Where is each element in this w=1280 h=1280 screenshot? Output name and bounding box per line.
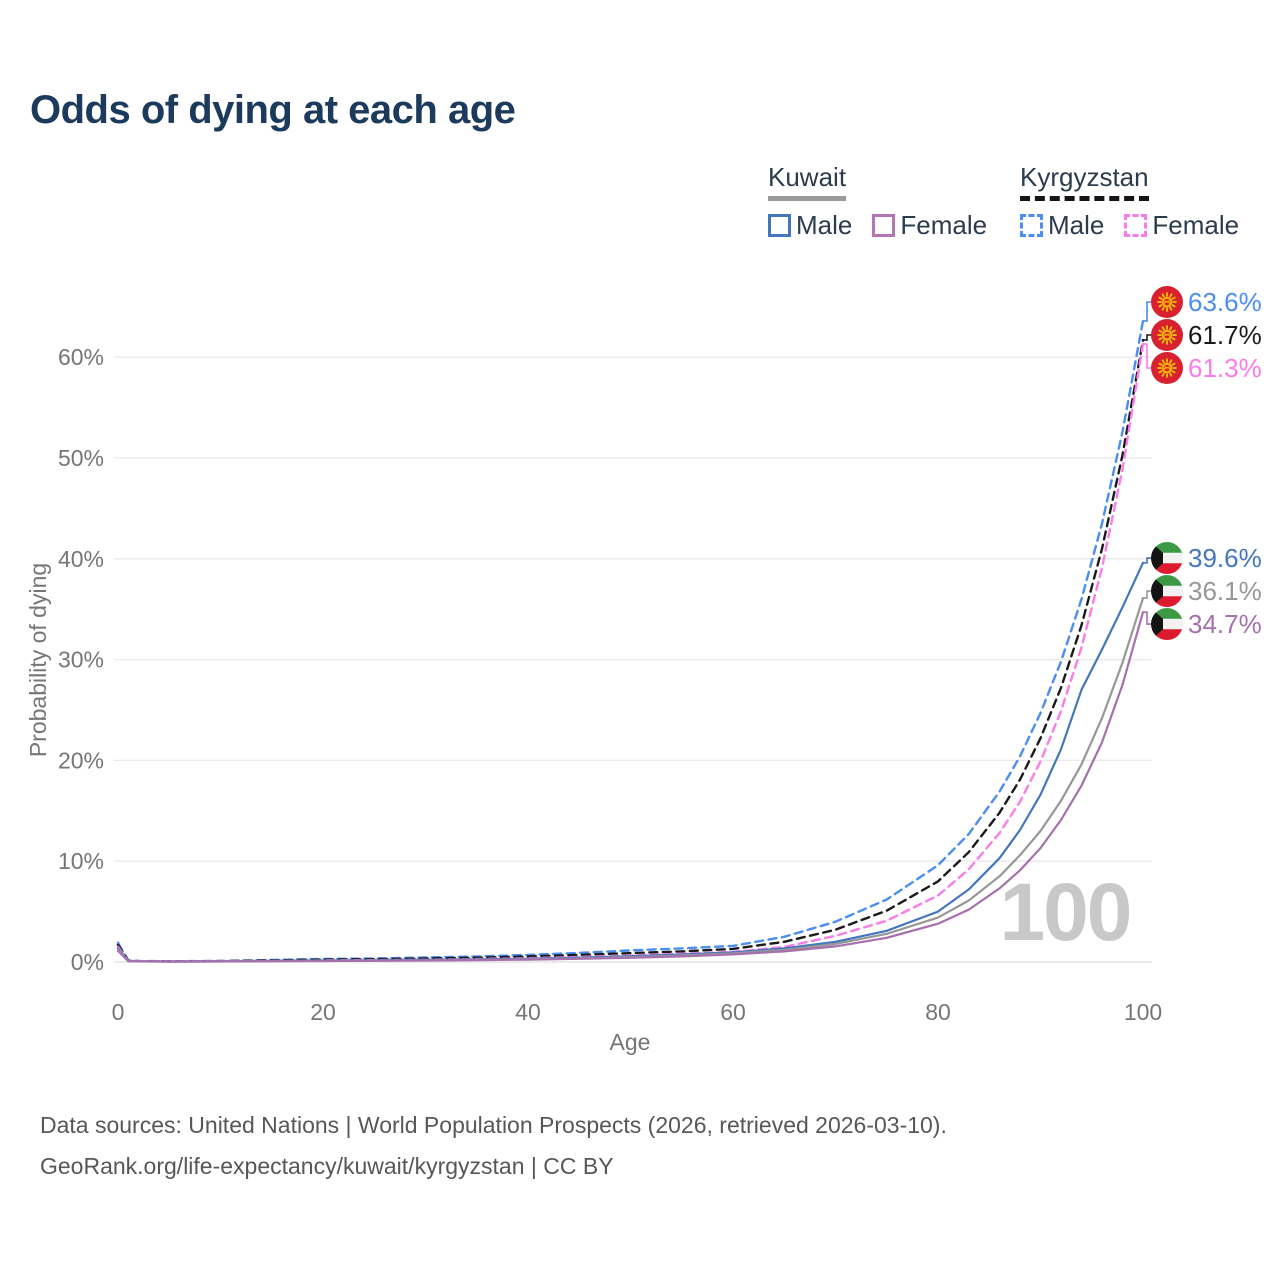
kyrgyzstan-flag-icon — [1151, 319, 1183, 352]
legend-item-label: Female — [900, 210, 988, 240]
y-tick-label: 20% — [58, 747, 104, 773]
x-tick-label: 80 — [925, 999, 951, 1025]
end-value-label: 36.1% — [1188, 576, 1262, 606]
legend-item-kyrgyzstan-male[interactable]: Male — [1020, 210, 1104, 241]
legend-group-kyrgyzstan: Kyrgyzstan Male Female — [1020, 162, 1259, 241]
series-line-kuwait-both — [116, 597, 1145, 963]
legend-item-kyrgyzstan-female[interactable]: Female — [1124, 210, 1239, 241]
y-axis-title: Probability of dying — [25, 563, 51, 757]
x-tick-label: 40 — [515, 999, 541, 1025]
kuwait-flag-icon — [1151, 575, 1183, 608]
kuwait-female-swatch-icon — [872, 214, 896, 237]
end-value-label: 63.6% — [1188, 287, 1262, 317]
series-line-kyrgyzstan-male — [116, 319, 1145, 963]
kyrgyzstan-male-swatch-icon — [1020, 214, 1043, 237]
legend-item-label: Male — [796, 210, 853, 240]
y-tick-label: 40% — [58, 546, 104, 572]
kyrgyzstan-flag-icon — [1151, 286, 1183, 319]
x-tick-label: 20 — [310, 999, 336, 1025]
legend-group-kuwait: Kuwait Male Female — [768, 162, 1007, 241]
end-value-label: 34.7% — [1188, 609, 1262, 639]
end-label-connector — [1142, 343, 1151, 369]
legend-item-kuwait-male[interactable]: Male — [768, 210, 852, 241]
kuwait-flag-icon — [1151, 608, 1183, 641]
kyrgyzstan-flag-icon — [1151, 352, 1183, 385]
y-tick-label: 0% — [71, 949, 104, 975]
kuwait-flag-icon — [1151, 542, 1183, 575]
y-tick-label: 10% — [58, 848, 104, 874]
page-title: Odds of dying at each age — [30, 88, 516, 132]
legend-item-kuwait-female[interactable]: Female — [872, 210, 987, 241]
y-tick-label: 30% — [58, 647, 104, 673]
y-tick-label: 60% — [58, 344, 104, 370]
legend-country-kuwait: Kuwait — [768, 162, 847, 201]
kuwait-male-swatch-icon — [768, 214, 791, 237]
x-axis-title: Age — [610, 1029, 651, 1055]
y-tick-label: 50% — [58, 445, 104, 471]
footer: Data sources: United Nations | World Pop… — [40, 1105, 947, 1187]
footer-data-sources: Data sources: United Nations | World Pop… — [40, 1112, 947, 1138]
watermark-max-age: 100 — [999, 867, 1133, 958]
end-label-connector — [1142, 590, 1151, 599]
end-label-connector — [1142, 557, 1151, 564]
x-tick-label: 60 — [720, 999, 746, 1025]
x-tick-label: 100 — [1124, 999, 1162, 1025]
legend-row-kyrgyzstan: Male Female — [1020, 210, 1259, 241]
end-value-label: 61.3% — [1188, 353, 1262, 383]
footer-attribution: GeoRank.org/life-expectancy/kuwait/kyrgy… — [40, 1153, 614, 1179]
legend-row-kuwait: Male Female — [768, 210, 1007, 241]
legend-item-label: Male — [1048, 210, 1105, 240]
legend-country-kyrgyzstan: Kyrgyzstan — [1020, 162, 1149, 201]
legend-item-label: Female — [1152, 210, 1240, 240]
end-label-connector — [1142, 611, 1151, 625]
end-value-label: 61.7% — [1188, 320, 1262, 350]
series-line-kuwait-male — [116, 561, 1145, 963]
end-value-label: 39.6% — [1188, 543, 1262, 573]
end-label-connector — [1142, 301, 1151, 322]
end-label-connector — [1142, 334, 1151, 341]
kyrgyzstan-female-swatch-icon — [1124, 214, 1148, 237]
series-line-kuwait-female — [116, 611, 1145, 963]
x-tick-label: 0 — [112, 999, 125, 1025]
